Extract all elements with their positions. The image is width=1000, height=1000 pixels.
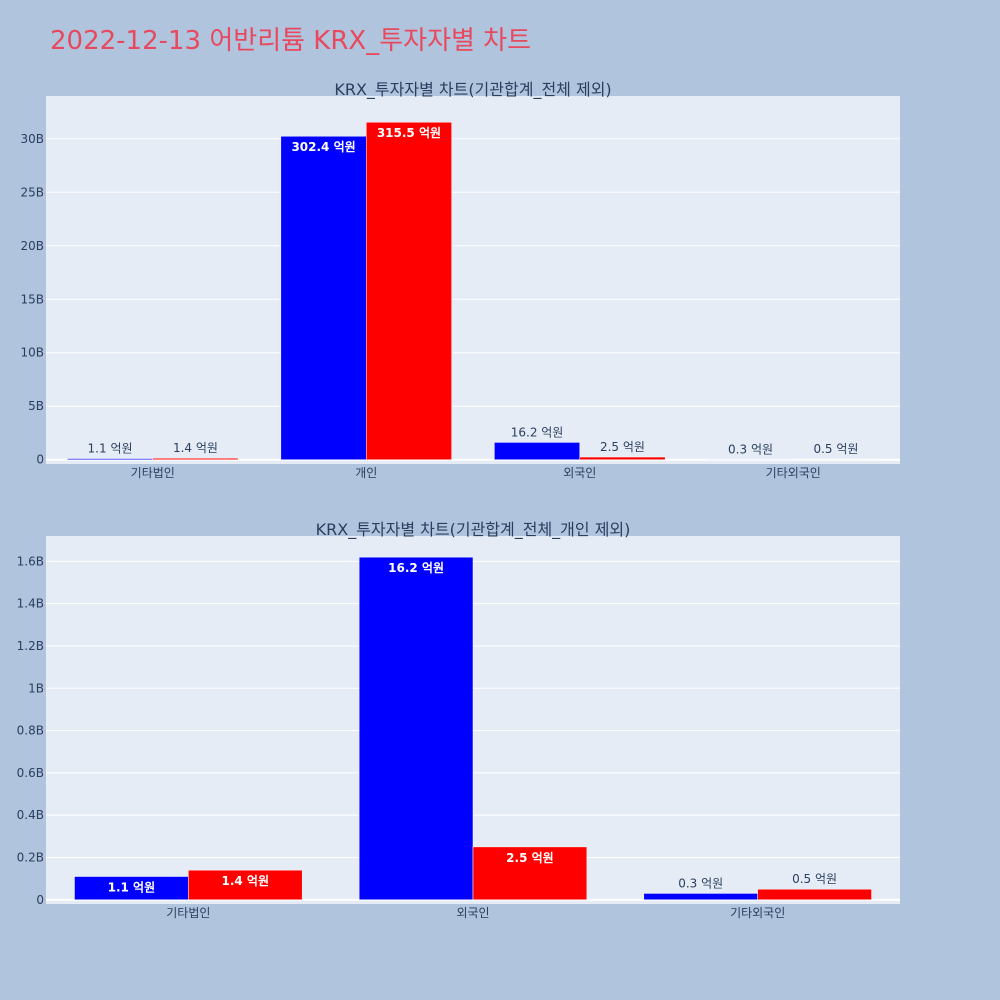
bar — [67, 458, 153, 460]
y-tick-label: 30B — [20, 132, 44, 146]
y-tick-label: 0.2B — [17, 850, 44, 864]
bar — [366, 121, 452, 460]
bar — [152, 457, 239, 460]
y-tick-label: 15B — [20, 292, 44, 306]
bar — [757, 888, 872, 901]
bar — [188, 869, 303, 901]
x-tick-label: 개인 — [355, 466, 377, 480]
data-label: 2.5 억원 — [600, 440, 645, 454]
x-tick-label: 외국인 — [563, 466, 596, 480]
data-label: 0.5 억원 — [792, 872, 837, 886]
y-tick-label: 0.4B — [17, 808, 44, 822]
y-tick-label: 0.6B — [17, 766, 44, 780]
data-label: 2.5 억원 — [506, 851, 554, 865]
x-tick-label: 기타외국인 — [730, 906, 785, 920]
chart-bottom: 0 0.2B 0.4B 0.6B 0.8B 1B 1.2B 1.4B 1.6B 1.1 억원 1.4… — [17, 520, 900, 920]
x-tick-label: 기타법인 — [166, 906, 210, 920]
data-label: 1.1 억원 — [88, 442, 133, 456]
y-tick-label: 1.2B — [17, 639, 44, 653]
x-tick-label: 기타외국인 — [766, 466, 821, 480]
y-tick-label: 0 — [36, 453, 44, 467]
data-label: 0.3 억원 — [728, 442, 773, 456]
x-tick-label: 기타법인 — [131, 466, 175, 480]
bar — [472, 846, 588, 901]
y-tick-label: 0.8B — [17, 724, 44, 738]
bar — [579, 456, 666, 460]
data-label: 315.5 억원 — [377, 126, 441, 140]
y-tick-label: 5B — [28, 399, 44, 413]
y-tick-label: 1B — [28, 681, 44, 695]
chart-title: KRX_투자자별 차트(기관합계_전체_개인 제외) — [316, 520, 631, 540]
data-label: 0.3 억원 — [678, 876, 723, 890]
y-tick-label: 10B — [20, 346, 44, 360]
data-label: 1.1 억원 — [108, 881, 156, 895]
data-label: 1.4 억원 — [222, 874, 270, 888]
bar — [494, 442, 581, 460]
y-tick-label: 20B — [20, 239, 44, 253]
data-label: 16.2 억원 — [511, 425, 564, 439]
bar — [280, 135, 367, 460]
bar — [643, 893, 758, 901]
data-label: 16.2 억원 — [388, 561, 444, 575]
data-label: 1.4 억원 — [173, 441, 218, 455]
bar — [793, 458, 879, 460]
plot-area — [46, 96, 900, 464]
y-tick-label: 0 — [36, 893, 44, 907]
data-label: 302.4 억원 — [291, 140, 355, 154]
bar — [358, 556, 474, 901]
page-title: 2022-12-13 어반리튬 KRX_투자자별 차트 — [50, 26, 531, 56]
data-label: 0.5 억원 — [813, 442, 858, 456]
y-tick-label: 1.6B — [17, 554, 44, 568]
x-tick-label: 외국인 — [456, 906, 489, 920]
y-tick-label: 25B — [20, 185, 44, 199]
chart-title: KRX_투자자별 차트(기관합계_전체 제외) — [334, 80, 611, 100]
y-tick-label: 1.4B — [17, 597, 44, 611]
